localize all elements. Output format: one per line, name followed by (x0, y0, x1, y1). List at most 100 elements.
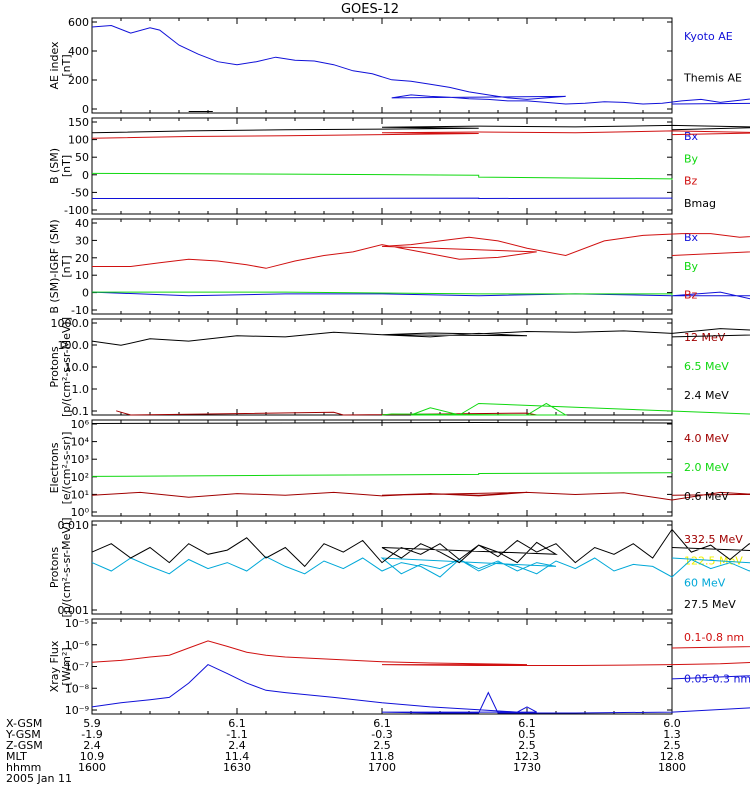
y-tick-label: 10⁻⁶ (65, 639, 90, 652)
legend-entry: Bz (684, 289, 698, 302)
y-tick-label: 10⁰ (71, 506, 90, 519)
y-tick-label: 10⁻⁵ (65, 617, 89, 630)
series-line (91, 664, 750, 714)
y-tick-label: 200 (68, 74, 89, 87)
legend-entry: 2.4 MeV (684, 389, 729, 402)
legend-entry: 6.5 MeV (684, 360, 729, 373)
panel-frame (91, 520, 673, 615)
series-line (91, 491, 750, 501)
x-row-value: 1700 (368, 761, 396, 774)
y-tick-label: 10² (71, 471, 89, 484)
series-line (91, 130, 750, 139)
y-axis-unit: [e/(cm²-s-sr)] (60, 432, 73, 505)
x-row-value: 1600 (78, 761, 106, 774)
y-axis-unit: [p/(cm²-s-sr-MeV)] (60, 518, 73, 618)
legend-entry: 60 MeV (684, 576, 726, 589)
x-row-value: 2.5 (663, 739, 681, 752)
y-tick-label: 1.0 (72, 383, 90, 396)
y-tick-label: 50 (75, 151, 89, 164)
panel-7: 10⁻⁵ 10⁻⁶ 10⁻⁷ 10⁻⁸ 10⁻⁹ Xray Flux [W/m²] 0.1-0… (48, 617, 750, 717)
series-line (91, 556, 750, 578)
x-row-value: 2.4 (228, 739, 246, 752)
y-tick-label: 10 (75, 269, 89, 282)
x-row-label: hhmm (6, 761, 41, 774)
y-tick-label: 0.1 (72, 405, 90, 418)
legend-entry: 2.0 MeV (684, 461, 729, 474)
x-row-label: X-GSM (6, 717, 42, 730)
y-axis-unit: [nT] (60, 155, 73, 177)
panel-frame (91, 318, 673, 416)
x-row-value: 6.0 (663, 717, 681, 730)
x-row-value: -1.9 (81, 728, 102, 741)
y-tick-label: 10³ (71, 453, 89, 466)
panel-4: 1000.0 100.0 10.0 1.0 0.1 Protons [p/(cm²-s-sr… (48, 317, 750, 418)
x-row-value: 11.4 (225, 750, 250, 763)
y-axis-unit: [W/m²] (60, 647, 73, 685)
y-axis-label: B (SM)-IGRF (SM) (48, 219, 61, 313)
y-tick-label: 30 (75, 234, 89, 247)
y-tick-label: 1000.0 (51, 317, 90, 330)
x-row-value: 6.1 (373, 717, 391, 730)
x-row-value: 1630 (223, 761, 251, 774)
y-axis-unit: [p/(cm²-s-sr-MeV)] (60, 317, 73, 417)
legend-entry: 0.6 MeV (684, 490, 729, 503)
y-tick-label: 10⁻⁸ (65, 682, 90, 695)
x-row-value: 12.3 (515, 750, 540, 763)
panel-6: 0.010 0.001 Protons [p/(cm²-s-sr-MeV)] 332.5… (48, 518, 750, 618)
y-tick-label: 0 (82, 287, 89, 300)
series-line (91, 172, 673, 180)
y-tick-label: 20 (75, 252, 89, 265)
y-tick-label: 10⁻⁹ (65, 704, 89, 717)
y-tick-label: 40 (75, 217, 89, 230)
legend-entry: Bmag (684, 197, 716, 210)
legend-entry: By (684, 260, 699, 273)
x-row-value: 12.8 (660, 750, 685, 763)
y-tick-label: 400 (68, 45, 89, 58)
x-row-value: 0.5 (518, 728, 536, 741)
series-line (91, 472, 673, 477)
y-tick-label: -10 (71, 304, 89, 317)
legend-entry: Bx (684, 231, 699, 244)
y-tick-label: 100 (68, 134, 89, 147)
legend-entry: 122.5 MeV (684, 555, 743, 568)
y-axis-label: B (SM) (48, 148, 61, 184)
series-line (91, 328, 750, 346)
panel-frame (91, 419, 673, 517)
series-line (116, 410, 537, 416)
series-line (91, 640, 750, 666)
x-row-value: -0.3 (371, 728, 392, 741)
y-tick-label: 0.010 (58, 519, 90, 532)
legend-entry: 27.5 MeV (684, 598, 736, 611)
date-label: 2005 Jan 11 (6, 772, 72, 785)
y-axis-label: Protons (48, 346, 61, 387)
y-tick-label: 10⁶ (71, 418, 90, 431)
y-axis-label: AE index (48, 41, 61, 90)
y-tick-label: 0.001 (58, 604, 90, 617)
y-tick-label: 10.0 (65, 361, 90, 374)
legend-entry: Themis AE (683, 71, 742, 84)
series-line (91, 528, 750, 568)
panel-frame (91, 17, 673, 114)
series-line (92, 233, 750, 269)
x-row-value: 11.8 (370, 750, 395, 763)
x-row-value: 2.5 (373, 739, 391, 752)
panel-frame (91, 218, 673, 315)
series-line (91, 24, 750, 105)
y-tick-label: 10⁻⁷ (65, 661, 89, 674)
y-axis-label: Electrons (48, 442, 61, 493)
x-row-value: 1730 (513, 761, 541, 774)
series-line (92, 291, 673, 296)
y-tick-label: 10⁴ (71, 436, 90, 449)
y-axis-unit: [nT] (60, 54, 73, 76)
y-tick-label: -100 (64, 204, 89, 217)
y-axis-unit: [nT] (60, 255, 73, 277)
x-row-value: 10.9 (80, 750, 105, 763)
y-tick-label: 0 (82, 169, 89, 182)
y-tick-label: -50 (71, 186, 89, 199)
panel-frame (91, 618, 673, 715)
series-line (91, 291, 750, 300)
x-row-label: Z-GSM (6, 739, 43, 752)
panel-3: 40 30 20 10 0 -10 B (SM)-IGRF (SM) [nT] Bx By Bz (48, 217, 750, 317)
panel-2: 150 100 50 0 -50 -100 B (SM) [nT] Bx By Bz Bmag (48, 116, 750, 217)
